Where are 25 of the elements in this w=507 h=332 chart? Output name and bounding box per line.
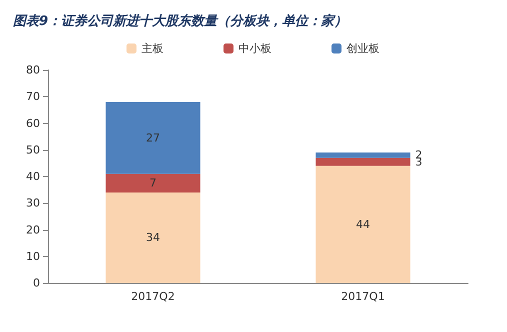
data-label: 44 bbox=[356, 218, 370, 231]
y-tick-label: 80 bbox=[26, 64, 40, 76]
legend-label: 主板 bbox=[142, 42, 164, 55]
chart-title: 图表9：证券公司新进十大股东数量（分板块，单位：家） bbox=[13, 13, 348, 29]
data-label: 27 bbox=[146, 131, 160, 144]
x-tick-label: 2017Q2 bbox=[131, 290, 175, 303]
legend-label: 创业板 bbox=[346, 42, 380, 55]
y-tick-label: 60 bbox=[26, 116, 40, 130]
legend-label: 中小板 bbox=[238, 42, 272, 55]
bar bbox=[316, 152, 410, 158]
y-tick-label: 40 bbox=[26, 170, 40, 183]
y-tick-label: 50 bbox=[26, 143, 40, 156]
bar bbox=[106, 192, 200, 283]
data-label: 34 bbox=[146, 231, 160, 244]
bar bbox=[316, 158, 410, 166]
bar bbox=[316, 166, 410, 283]
y-tick-label: 20 bbox=[26, 223, 40, 236]
y-tick-label: 70 bbox=[26, 90, 40, 104]
y-tick-label: 10 bbox=[26, 250, 40, 263]
bar bbox=[106, 102, 200, 174]
data-label: 7 bbox=[150, 176, 156, 190]
x-tick-label: 2017Q1 bbox=[341, 290, 385, 303]
y-tick-label: 30 bbox=[26, 196, 40, 210]
bar bbox=[106, 174, 200, 192]
y-tick-label: 0 bbox=[33, 276, 40, 290]
